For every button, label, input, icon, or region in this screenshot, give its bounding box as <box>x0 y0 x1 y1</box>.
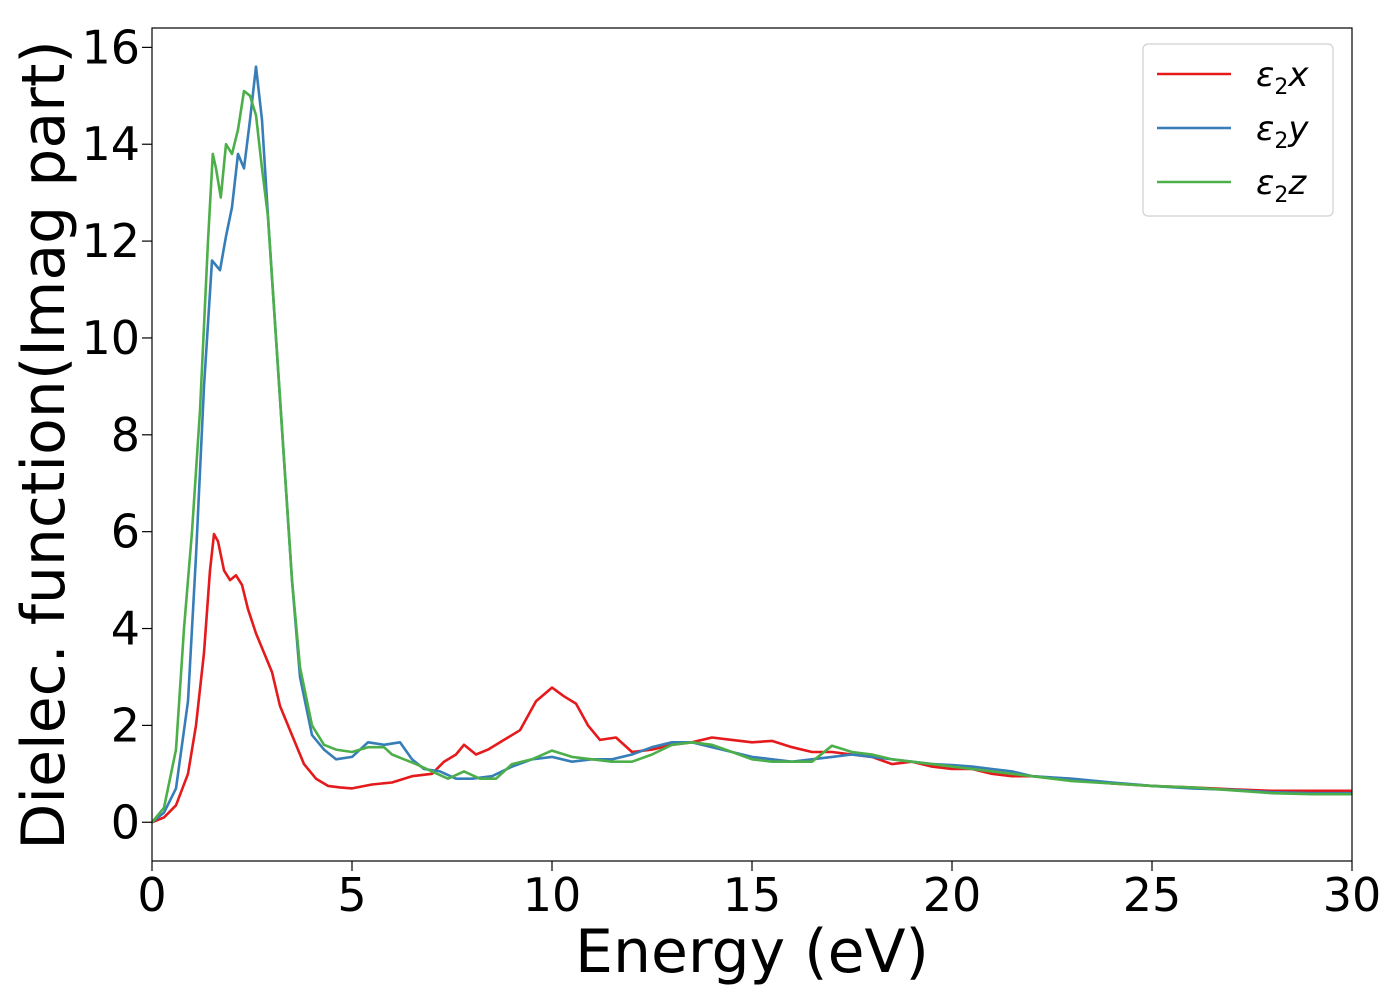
x-tick-label: 30 <box>1323 868 1382 922</box>
legend-label-3: ε2z <box>1256 163 1307 208</box>
y-tick-label: 0 <box>111 795 140 849</box>
plot-frame <box>151 27 1353 862</box>
y-axis-label: Dielec. function(Imag part) <box>9 40 79 850</box>
y-tick-label: 6 <box>111 505 140 559</box>
series-line-3 <box>150 89 1352 824</box>
legend-frame <box>1142 43 1334 217</box>
y-tick-label: 14 <box>81 117 140 171</box>
y-tick-label: 16 <box>81 20 140 74</box>
y-tick-label: 4 <box>111 602 140 656</box>
x-axis-label: Energy (eV) <box>575 917 929 987</box>
y-tick-label: 10 <box>81 311 140 365</box>
series-lines <box>150 65 1352 824</box>
series-line-1 <box>151 532 1352 824</box>
x-tick-label: 20 <box>923 868 982 922</box>
y-tick-label: 12 <box>81 214 140 268</box>
y-axis-ticks: 0 2 4 6 8 10 12 14 16 <box>81 20 152 849</box>
x-tick-label: 25 <box>1123 868 1182 922</box>
y-tick-label: 8 <box>111 408 140 462</box>
y-tick-label: 2 <box>111 698 140 752</box>
x-tick-label: 5 <box>337 868 366 922</box>
x-tick-label: 0 <box>137 868 166 922</box>
x-axis-ticks: 0 5 10 15 20 25 30 <box>137 861 1381 922</box>
x-tick-label: 15 <box>723 868 782 922</box>
x-tick-label: 10 <box>523 868 582 922</box>
